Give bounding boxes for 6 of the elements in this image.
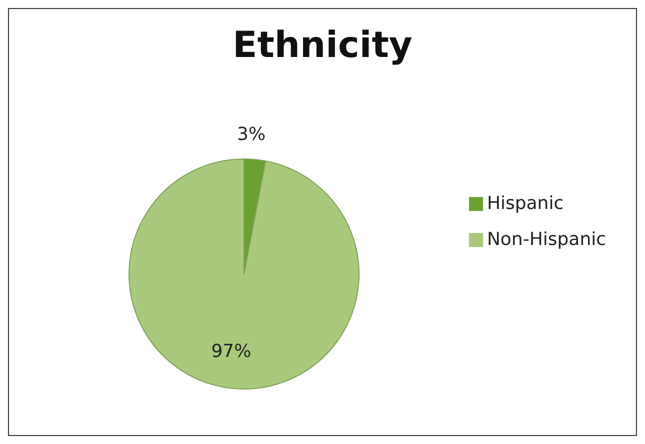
legend-label: Non-Hispanic (486, 229, 606, 250)
data-label: 3% (237, 124, 266, 146)
legend-label: Hispanic (486, 193, 564, 214)
pie-slice (128, 158, 360, 390)
data-label: 97% (211, 340, 252, 362)
chart-title: Ethnicity (232, 25, 414, 66)
